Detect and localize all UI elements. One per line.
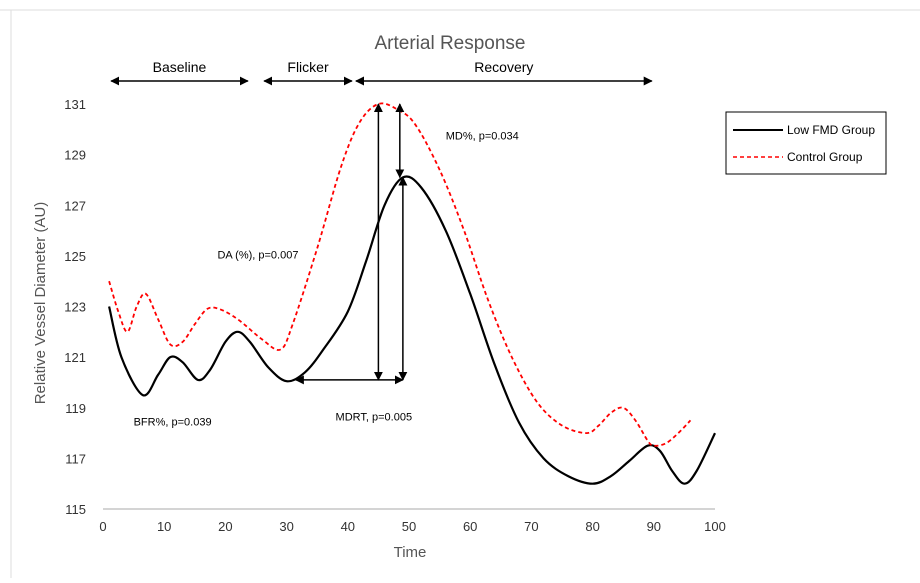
- x-axis-title: Time: [394, 544, 427, 561]
- x-tick-label: 90: [647, 519, 661, 534]
- phase-label-baseline: Baseline: [153, 59, 207, 75]
- y-tick-label: 127: [64, 198, 86, 213]
- series-lines: [108, 102, 716, 485]
- x-tick-label: 20: [218, 519, 232, 534]
- x-tick-label: 0: [99, 519, 106, 534]
- x-tick-label: 50: [402, 519, 416, 534]
- annotation-label: BFR%, p=0.039: [134, 416, 212, 428]
- annotations: MD%, p=0.034 DA (%), p=0.007 MDRT, p=0.005…: [134, 130, 519, 428]
- x-tick-label: 30: [279, 519, 293, 534]
- measurement-arrows: [294, 103, 408, 385]
- y-tick-label: 129: [64, 148, 86, 163]
- x-tick-label: 60: [463, 519, 477, 534]
- y-axis-title: Relative Vessel Diameter (AU): [32, 202, 49, 405]
- series-line-0: [108, 175, 716, 485]
- chart-title: Arterial Response: [374, 33, 525, 54]
- legend: Low FMD Group Control Group: [725, 111, 887, 175]
- y-tick-label: 119: [65, 401, 86, 416]
- legend-label-control: Control Group: [787, 150, 863, 164]
- phase-label-flicker: Flicker: [287, 59, 329, 75]
- y-tick-label: 117: [65, 451, 86, 466]
- phase-markers: Baseline Flicker Recovery: [110, 59, 653, 86]
- x-tick-label: 70: [524, 519, 538, 534]
- x-tick-label: 100: [704, 519, 726, 534]
- annotation-label: DA (%), p=0.007: [217, 249, 298, 261]
- series-line-1: [108, 102, 692, 447]
- y-tick-label: 123: [64, 300, 86, 315]
- x-tick-label: 40: [341, 519, 355, 534]
- annotation-label: MDRT, p=0.005: [336, 411, 413, 423]
- y-tick-label: 125: [64, 249, 86, 264]
- y-tick-label: 121: [64, 350, 86, 365]
- y-tick-label: 131: [64, 97, 86, 112]
- legend-box: [725, 111, 887, 175]
- annotation-label: MD%, p=0.034: [446, 130, 519, 142]
- axis-ticks: 0 10 20 30 40 50 60 70 80 90 100 115 117 119 121 123 125…: [64, 97, 726, 534]
- phase-label-recovery: Recovery: [474, 59, 533, 75]
- y-tick-label: 115: [65, 502, 86, 517]
- legend-label-low-fmd: Low FMD Group: [787, 123, 875, 137]
- x-tick-label: 80: [585, 519, 599, 534]
- x-tick-label: 10: [157, 519, 171, 534]
